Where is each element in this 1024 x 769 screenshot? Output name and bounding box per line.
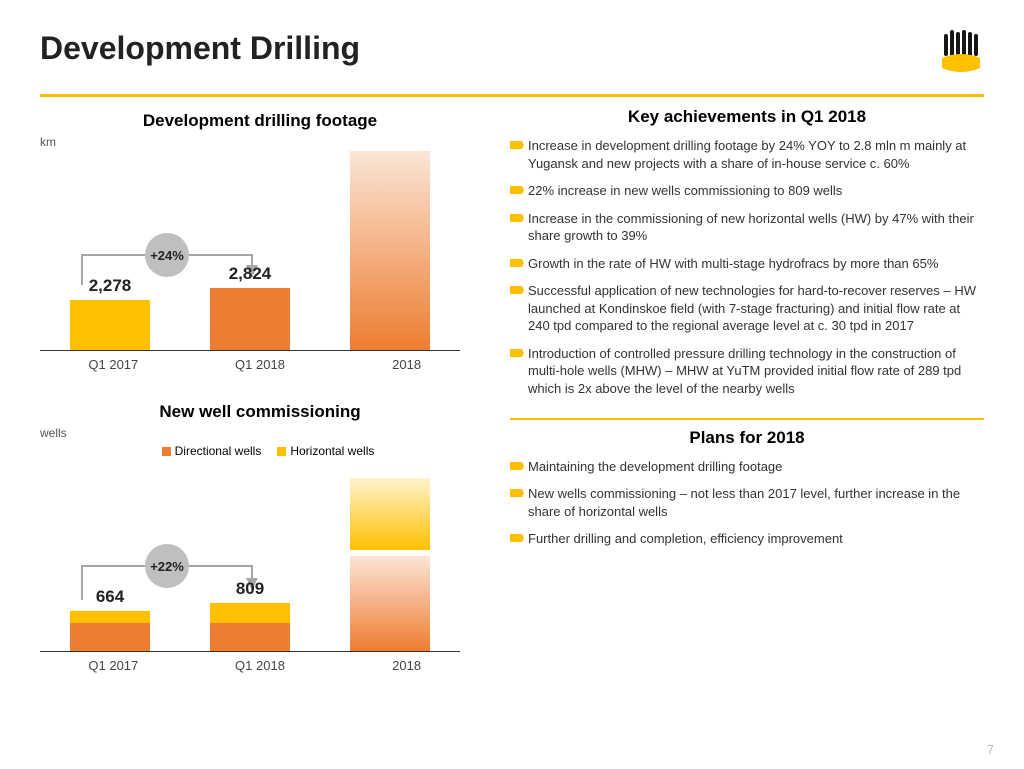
bullet-item: New wells commissioning – not less than … [510, 485, 984, 520]
x-axis-label: Q1 2018 [215, 357, 305, 372]
legend-label: Horizontal wells [290, 444, 374, 458]
bullet-icon [510, 532, 528, 544]
bar [70, 300, 150, 350]
title-divider [40, 94, 984, 97]
achievements-title: Key achievements in Q1 2018 [510, 107, 984, 127]
bullet-icon [510, 347, 528, 359]
bullet-text: Further drilling and completion, efficie… [528, 530, 984, 548]
bar-group: 2,824 [205, 151, 295, 350]
bullet-text: Growth in the rate of HW with multi-stag… [528, 255, 984, 273]
bar [210, 288, 290, 350]
bar-group: 2,278 [65, 151, 155, 350]
page-title: Development Drilling [40, 30, 360, 67]
company-logo [938, 30, 984, 76]
bullet-item: Increase in the commissioning of new hor… [510, 210, 984, 245]
bar-value-label: 2,278 [89, 276, 132, 296]
chart2-unit: wells [40, 426, 480, 440]
bullet-text: New wells commissioning – not less than … [528, 485, 984, 520]
bullet-icon [510, 212, 528, 224]
bullet-item: Introduction of controlled pressure dril… [510, 345, 984, 398]
bullet-icon [510, 139, 528, 151]
bullet-item: 22% increase in new wells commissioning … [510, 182, 984, 200]
bullet-text: Introduction of controlled pressure dril… [528, 345, 984, 398]
chart2-legend: Directional wells Horizontal wells [40, 444, 480, 458]
x-axis-label: Q1 2018 [215, 658, 305, 673]
bar-group [345, 151, 435, 350]
bullet-item: Maintaining the development drilling foo… [510, 458, 984, 476]
bar-value-label: 2,824 [229, 264, 272, 284]
achievements-list: Increase in development drilling footage… [510, 137, 984, 398]
bullet-text: 22% increase in new wells commissioning … [528, 182, 984, 200]
section-divider [510, 418, 984, 420]
bar-group [345, 462, 435, 651]
x-axis-label: 2018 [362, 357, 452, 372]
legend-label: Directional wells [175, 444, 262, 458]
chart2-growth-badge: +22% [145, 544, 189, 588]
chart1-title: Development drilling footage [40, 111, 480, 131]
stacked-bar [210, 603, 290, 651]
bar-segment-horizontal [210, 603, 290, 623]
stacked-bar [350, 478, 430, 651]
bar-segment-directional [70, 623, 150, 651]
legend-swatch [277, 447, 286, 456]
bar-value-label: 664 [96, 587, 124, 607]
stacked-bar [70, 611, 150, 651]
bullet-item: Increase in development drilling footage… [510, 137, 984, 172]
bullet-icon [510, 460, 528, 472]
bar-segment-horizontal [350, 478, 430, 550]
bullet-icon [510, 257, 528, 269]
bullet-text: Increase in development drilling footage… [528, 137, 984, 172]
wells-chart: New well commissioning wells Directional… [40, 402, 480, 673]
legend-swatch [162, 447, 171, 456]
bar-group: 664 [65, 462, 155, 651]
bar-value-label: 809 [236, 579, 264, 599]
bullet-icon [510, 184, 528, 196]
bar-segment-horizontal [70, 611, 150, 623]
plans-title: Plans for 2018 [510, 428, 984, 448]
bullet-item: Successful application of new technologi… [510, 282, 984, 335]
footage-chart: Development drilling footage km 2,278 2,8… [40, 111, 480, 372]
x-axis-label: 2018 [362, 658, 452, 673]
bar [350, 151, 430, 350]
bullet-item: Growth in the rate of HW with multi-stag… [510, 255, 984, 273]
bullet-item: Further drilling and completion, efficie… [510, 530, 984, 548]
bullet-text: Increase in the commissioning of new hor… [528, 210, 984, 245]
bullet-icon [510, 487, 528, 499]
chart1-growth-badge: +24% [145, 233, 189, 277]
page-number: 7 [987, 742, 994, 757]
bullet-text: Maintaining the development drilling foo… [528, 458, 984, 476]
bar-segment-directional [210, 623, 290, 651]
chart2-title: New well commissioning [40, 402, 480, 422]
bullet-text: Successful application of new technologi… [528, 282, 984, 335]
bar-group: 809 [205, 462, 295, 651]
x-axis-label: Q1 2017 [68, 357, 158, 372]
x-axis-label: Q1 2017 [68, 658, 158, 673]
plans-list: Maintaining the development drilling foo… [510, 458, 984, 548]
bar-segment-directional [350, 556, 430, 651]
chart1-unit: km [40, 135, 480, 149]
bullet-icon [510, 284, 528, 296]
